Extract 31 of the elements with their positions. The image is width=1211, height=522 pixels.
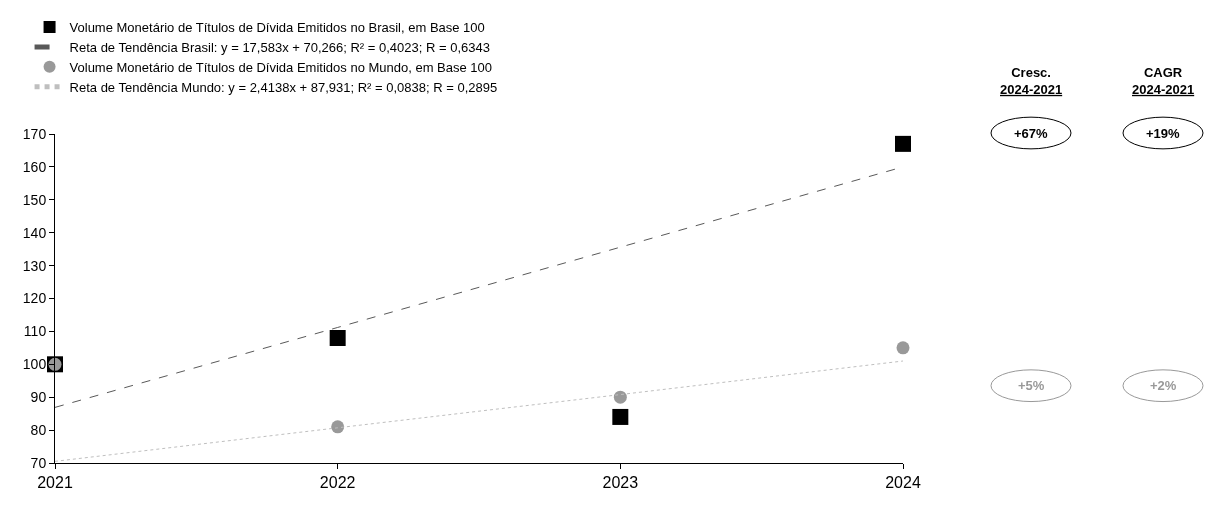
x-tick-label: 2024: [885, 474, 921, 492]
y-tick-label: 150: [22, 191, 47, 208]
point: [612, 408, 629, 425]
legend-label: Volume Monetário de Títulos de Dívida Emitidos no Brasil, em Base 100: [69, 20, 485, 36]
y-tick-label: 130: [22, 257, 47, 274]
text: Cresc. 2024-2021: [1000, 65, 1063, 97]
legend-label: Reta de Tendência Brasil: y = 17,583x + 70,266; R² = 0,4023; R = 0,6343: [69, 40, 490, 56]
y-tick-label: 110: [23, 323, 47, 340]
y-tick-label: 100: [22, 356, 47, 373]
point: [613, 390, 627, 404]
point: [331, 420, 345, 434]
x-tick-label: 2021: [37, 474, 73, 492]
y-tick-label: 160: [22, 158, 47, 175]
legend-label: Reta de Tendência Mundo: y = 2,4138x + 87,931; R² = 0,0838; R = 0,2895: [69, 79, 498, 95]
point: [329, 329, 346, 346]
point: [895, 135, 911, 152]
y-tick-label: 120: [22, 290, 47, 307]
point: [896, 341, 910, 355]
text: +19%: [1146, 126, 1181, 141]
text: +67%: [1014, 126, 1049, 141]
text: +2%: [1150, 378, 1177, 393]
y-tick-label: 80: [30, 422, 47, 438]
text: +5%: [1018, 378, 1045, 393]
y-tick-label: 170: [22, 125, 47, 142]
x-tick-label: 2022: [319, 474, 356, 492]
y-tick-label: 90: [30, 389, 47, 406]
x-tick-label: 2023: [602, 474, 639, 492]
y-tick-label: 140: [22, 224, 47, 241]
text: CAGR 2024-2021: [1132, 65, 1195, 97]
legend-label: Volume Monetário de Títulos de Dívida Emitidos no Mundo, em Base 100: [69, 59, 493, 75]
y-tick-label: 70: [30, 454, 47, 471]
